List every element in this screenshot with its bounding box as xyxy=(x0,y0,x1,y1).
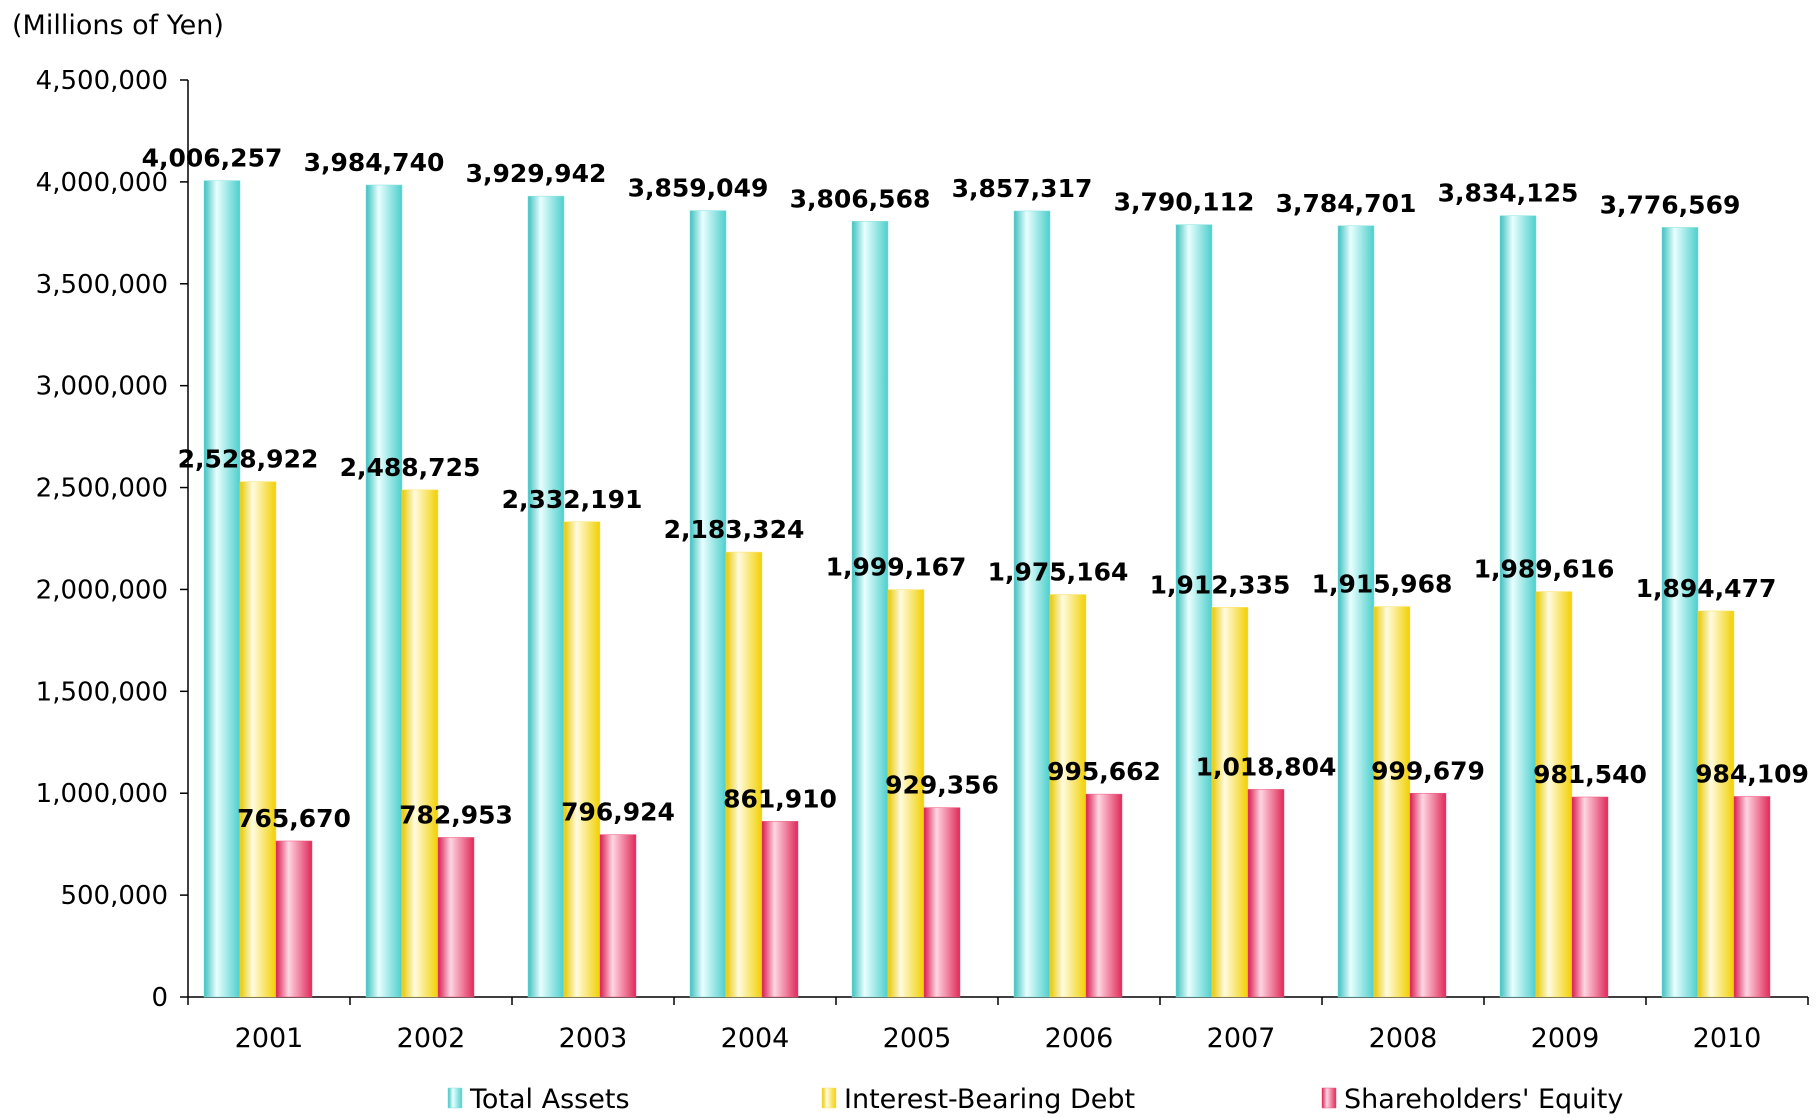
data-label: 1,989,616 xyxy=(1474,555,1615,584)
data-label: 3,790,112 xyxy=(1114,188,1255,217)
data-label: 3,929,942 xyxy=(466,159,607,188)
x-tick-label: 2007 xyxy=(1207,1023,1276,1054)
bar-2-2006 xyxy=(1085,793,1123,998)
x-tick-label: 2002 xyxy=(397,1023,466,1054)
bar-0-2009 xyxy=(1499,215,1537,998)
data-label: 3,984,740 xyxy=(304,148,445,177)
data-label: 4,006,257 xyxy=(142,144,283,173)
legend-swatch xyxy=(447,1087,463,1109)
data-label: 3,784,701 xyxy=(1276,189,1417,218)
data-label: 2,332,191 xyxy=(502,485,643,514)
bar-1-2010 xyxy=(1697,610,1735,998)
bar-2-2001 xyxy=(275,840,313,998)
data-label: 999,679 xyxy=(1371,756,1485,785)
bar-0-2002 xyxy=(365,184,403,998)
data-label: 984,109 xyxy=(1695,759,1809,788)
data-label: 3,857,317 xyxy=(952,174,1093,203)
bar-0-2003 xyxy=(527,195,565,998)
y-tick-label: 3,000,000 xyxy=(36,372,168,402)
data-label: 3,834,125 xyxy=(1438,179,1579,208)
axes: 0 500,000 1,000,000 1,500,000 2,000,000 2,500… xyxy=(36,66,1809,1054)
data-label: 995,662 xyxy=(1047,757,1161,786)
bar-1-2008 xyxy=(1373,606,1411,998)
bar-1-2001 xyxy=(239,481,277,998)
bar-2-2008 xyxy=(1409,793,1447,998)
y-unit-label: (Millions of Yen) xyxy=(12,10,224,41)
y-tick-label: 4,000,000 xyxy=(36,168,168,198)
data-label: 981,540 xyxy=(1533,760,1647,789)
legend-swatch xyxy=(1321,1087,1337,1109)
y-tick-label: 1,500,000 xyxy=(36,677,168,707)
bar-2-2010 xyxy=(1733,796,1771,998)
x-tick-label: 2006 xyxy=(1045,1023,1114,1054)
y-tick-label: 2,000,000 xyxy=(36,575,168,605)
x-tick-label: 2010 xyxy=(1693,1023,1762,1054)
data-label: 3,859,049 xyxy=(628,174,769,203)
bar-0-2007 xyxy=(1175,224,1213,998)
x-tick-label: 2008 xyxy=(1369,1023,1438,1054)
x-tick-label: 2009 xyxy=(1531,1023,1600,1054)
legend-label: Interest-Bearing Debt xyxy=(844,1084,1135,1115)
data-label: 3,806,568 xyxy=(790,184,931,213)
data-label: 2,183,324 xyxy=(664,515,805,544)
y-tick-label: 0 xyxy=(151,983,168,1013)
y-tick-label: 3,500,000 xyxy=(36,270,168,300)
data-label: 929,356 xyxy=(885,771,999,800)
data-labels: 4,006,257 3,984,740 3,929,942 3,859,049 3,80… xyxy=(142,144,1809,833)
bar-1-2006 xyxy=(1049,594,1087,998)
y-tick-label: 4,500,000 xyxy=(36,66,168,96)
data-label: 1,894,477 xyxy=(1636,574,1777,603)
bar-2-2004 xyxy=(761,821,799,998)
bar-0-2005 xyxy=(851,221,889,998)
bar-2-2005 xyxy=(923,807,961,998)
data-label: 3,776,569 xyxy=(1600,190,1741,219)
bar-2-2002 xyxy=(437,837,475,998)
x-tick-label: 2003 xyxy=(559,1023,628,1054)
bar-1-2003 xyxy=(563,521,601,998)
bar-1-2004 xyxy=(725,551,763,998)
legend: Total Assets Interest-Bearing Debt Shareho… xyxy=(447,1084,1623,1115)
bar-0-2001 xyxy=(203,180,241,998)
data-label: 861,910 xyxy=(723,784,837,813)
x-tick-label: 2005 xyxy=(883,1023,952,1054)
data-label: 1,915,968 xyxy=(1312,570,1453,599)
data-label: 1,912,335 xyxy=(1150,570,1291,599)
bar-2-2009 xyxy=(1571,796,1609,998)
data-label: 2,488,725 xyxy=(340,453,481,482)
bar-1-2009 xyxy=(1535,591,1573,998)
x-tick-label: 2001 xyxy=(235,1023,304,1054)
bar-0-2008 xyxy=(1337,225,1375,998)
y-tick-label: 500,000 xyxy=(60,881,168,911)
legend-label: Total Assets xyxy=(469,1084,630,1115)
data-label: 796,924 xyxy=(561,798,675,827)
bar-1-2005 xyxy=(887,589,925,998)
bar-2-2003 xyxy=(599,834,637,998)
legend-swatch xyxy=(821,1087,837,1109)
bar-1-2002 xyxy=(401,489,439,998)
bar-0-2010 xyxy=(1661,227,1699,998)
bar-0-2004 xyxy=(689,210,727,998)
bar-1-2007 xyxy=(1211,607,1249,998)
data-label: 765,670 xyxy=(237,804,351,833)
bar-0-2006 xyxy=(1013,210,1051,998)
data-label: 782,953 xyxy=(399,800,513,829)
bars xyxy=(203,180,1771,998)
y-tick-label: 2,500,000 xyxy=(36,474,168,504)
data-label: 1,018,804 xyxy=(1196,752,1337,781)
data-label: 1,975,164 xyxy=(988,558,1129,587)
data-label: 1,999,167 xyxy=(826,553,967,582)
y-tick-label: 1,000,000 xyxy=(36,779,168,809)
legend-label: Shareholders' Equity xyxy=(1344,1084,1623,1115)
bar-2-2007 xyxy=(1247,789,1285,998)
x-tick-label: 2004 xyxy=(721,1023,790,1054)
data-label: 2,528,922 xyxy=(178,445,319,474)
